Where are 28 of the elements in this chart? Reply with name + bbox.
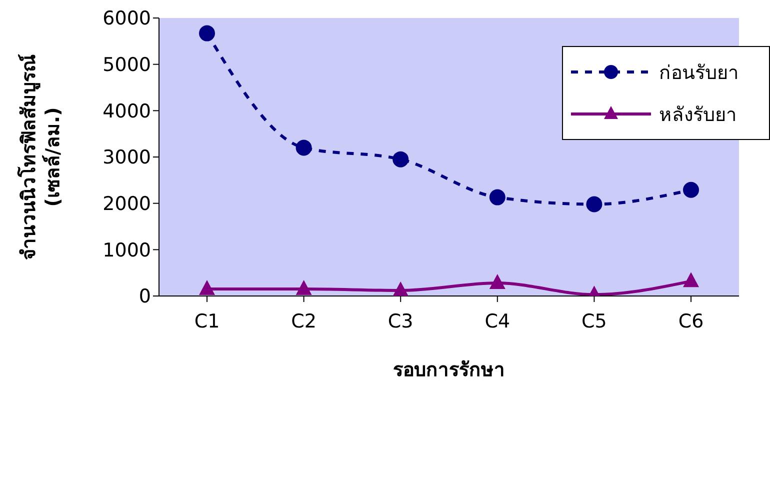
- x-tick-label: C3: [388, 310, 414, 332]
- x-tick-label: C5: [582, 310, 607, 332]
- y-tick-label: 1000: [102, 239, 151, 262]
- y-tick-label: 4000: [102, 100, 151, 122]
- point: [296, 140, 312, 156]
- y-tick-label: 2000: [102, 193, 151, 216]
- y-tick-label: 5000: [102, 54, 151, 76]
- y-tick-label: 0: [138, 286, 151, 308]
- point: [489, 274, 506, 290]
- point: [199, 25, 215, 42]
- point: [683, 182, 699, 198]
- y-tick-label: 6000: [102, 8, 151, 30]
- y-axis-title: จำนวนนิวโทรฟิลสัมบูรณ์ (เซลล์/ลม.): [17, 54, 64, 260]
- y-tick-label: 3000: [102, 146, 151, 169]
- point: [392, 281, 409, 296]
- x-tick-label: C1: [194, 310, 220, 332]
- x-axis-title: รอบการรักษา: [393, 359, 505, 381]
- point: [683, 272, 699, 288]
- point: [489, 189, 506, 206]
- x-tick-label: C4: [484, 310, 510, 332]
- point: [392, 151, 409, 168]
- point: [296, 280, 312, 296]
- legend-label: ก่อนรับยา: [659, 61, 739, 86]
- point: [199, 280, 215, 296]
- x-tick-label: C6: [678, 310, 704, 332]
- x-tick-label: C2: [291, 310, 316, 332]
- legend-label: หลังรับยา: [659, 103, 737, 128]
- point: [586, 196, 602, 212]
